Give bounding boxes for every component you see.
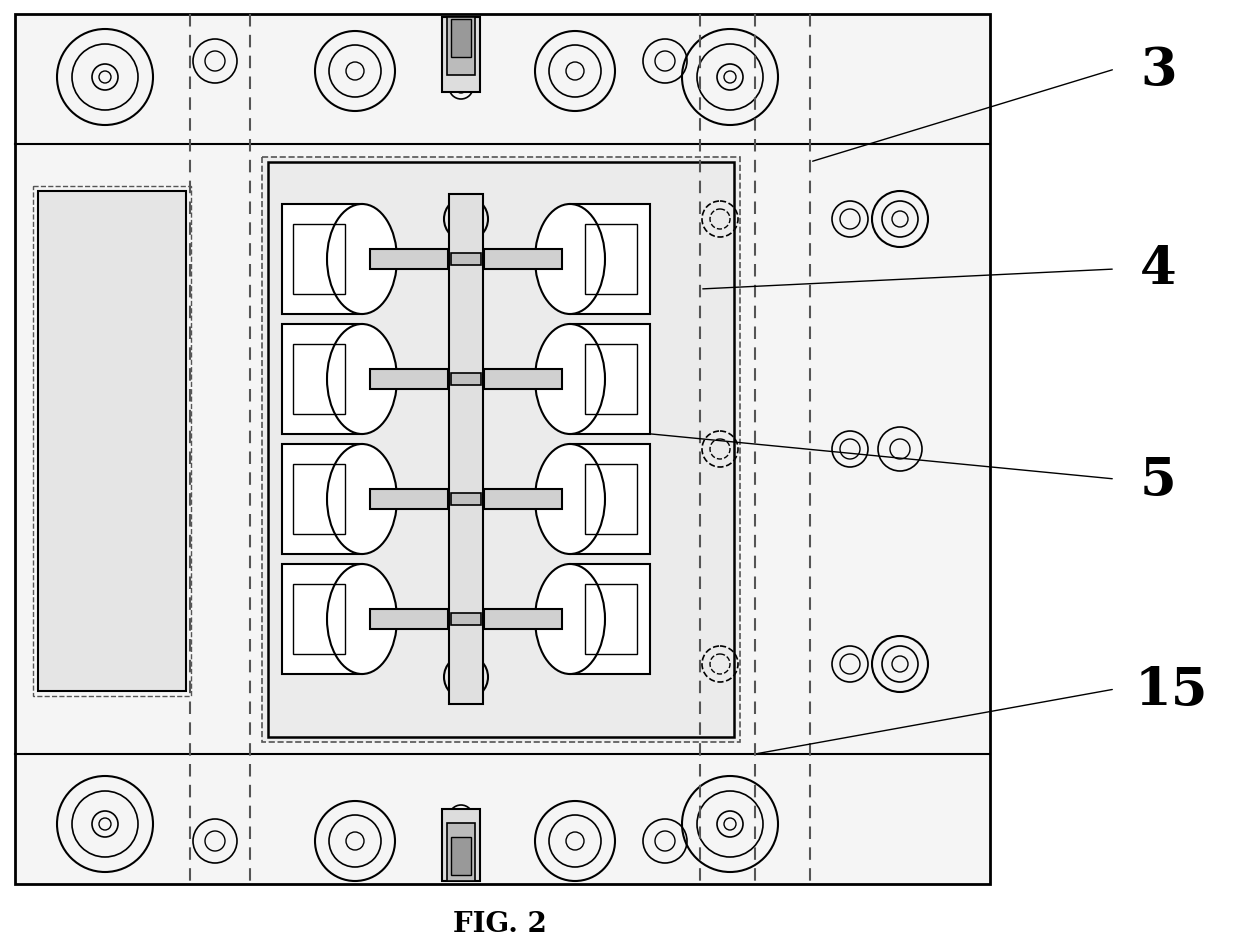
Ellipse shape xyxy=(534,445,605,554)
Bar xyxy=(281,205,362,314)
Bar xyxy=(293,345,345,414)
Bar xyxy=(370,490,448,510)
Bar xyxy=(33,187,191,697)
Text: 4: 4 xyxy=(1140,244,1177,295)
Bar xyxy=(441,809,480,881)
Bar xyxy=(15,15,990,885)
Bar xyxy=(484,490,562,510)
Bar xyxy=(262,158,740,742)
Bar xyxy=(281,565,362,674)
Bar xyxy=(451,494,481,505)
Bar xyxy=(370,370,448,390)
Bar xyxy=(268,162,734,737)
Bar xyxy=(293,464,345,534)
Bar xyxy=(293,584,345,654)
Bar xyxy=(451,254,481,265)
Ellipse shape xyxy=(534,565,605,674)
Bar xyxy=(585,584,637,654)
Bar xyxy=(293,225,345,295)
Bar xyxy=(370,250,448,270)
Bar xyxy=(570,565,650,674)
Ellipse shape xyxy=(327,445,397,554)
Bar xyxy=(441,18,480,93)
Bar xyxy=(585,464,637,534)
Bar xyxy=(370,610,448,630)
Text: 3: 3 xyxy=(1140,44,1177,95)
Bar xyxy=(451,374,481,385)
Bar xyxy=(446,18,475,76)
Text: 5: 5 xyxy=(1140,454,1177,505)
Bar xyxy=(570,445,650,554)
Ellipse shape xyxy=(327,565,397,674)
Text: FIG. 2: FIG. 2 xyxy=(453,911,547,937)
Text: 15: 15 xyxy=(1135,664,1209,715)
Bar xyxy=(451,837,471,875)
Bar xyxy=(585,345,637,414)
Bar xyxy=(451,20,471,58)
Bar xyxy=(484,610,562,630)
Ellipse shape xyxy=(534,205,605,314)
Bar xyxy=(484,370,562,390)
Bar xyxy=(446,823,475,881)
Bar xyxy=(585,225,637,295)
Bar xyxy=(570,325,650,434)
Bar xyxy=(451,614,481,625)
Bar xyxy=(38,192,186,691)
Ellipse shape xyxy=(327,205,397,314)
Ellipse shape xyxy=(534,325,605,434)
Bar xyxy=(570,205,650,314)
Bar xyxy=(281,325,362,434)
Ellipse shape xyxy=(327,325,397,434)
Bar xyxy=(449,194,484,704)
Bar xyxy=(484,250,562,270)
Bar xyxy=(281,445,362,554)
